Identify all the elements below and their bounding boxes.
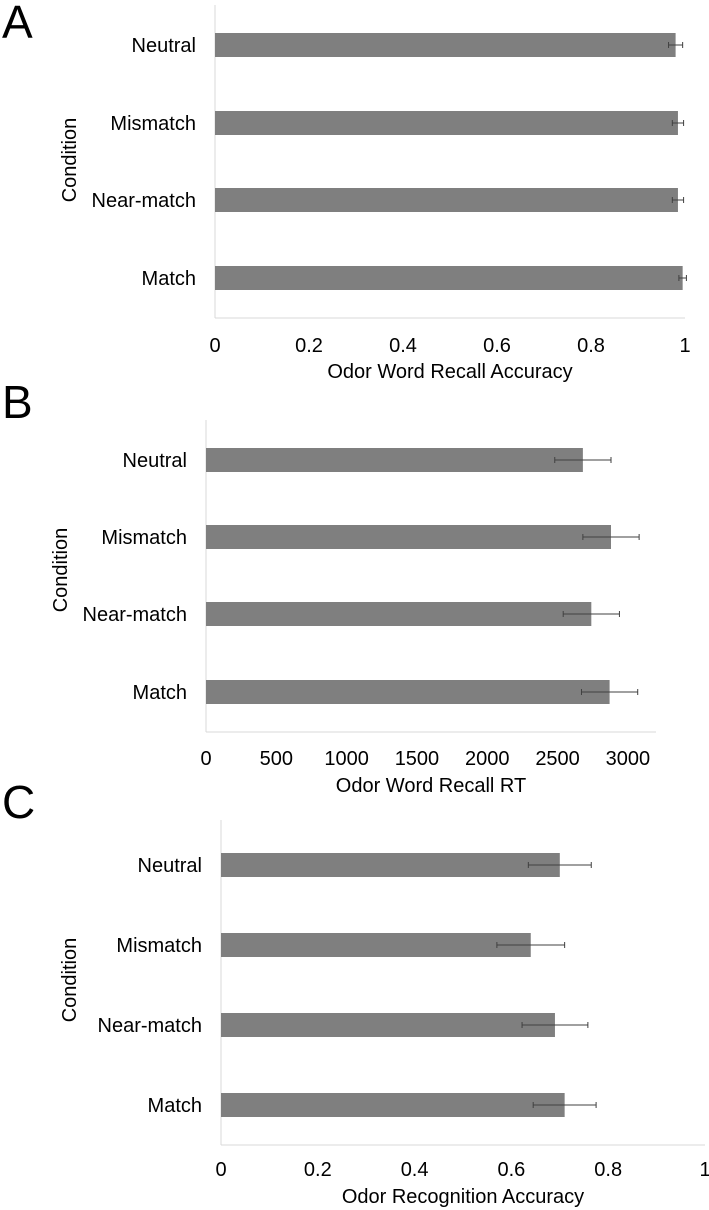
panel-b-category-label: Neutral: [123, 450, 187, 472]
panel-c-tick-label: 0.8: [594, 1159, 622, 1181]
panel-a-x-axis-title: Odor Word Recall Accuracy: [327, 361, 572, 383]
panel-c-x-axis-title: Odor Recognition Accuracy: [342, 1186, 584, 1208]
panel-a-bar-neutral: [215, 33, 676, 57]
panel-b-bar-match: [206, 680, 610, 704]
panel-a-tick-label: 0: [209, 335, 220, 357]
panel-c-category-label: Mismatch: [116, 935, 202, 957]
panel-a-tick-label: 0.6: [483, 335, 511, 357]
panel-c-tick-label: 0: [215, 1159, 226, 1181]
panel-b-bar-mismatch: [206, 525, 611, 549]
panel-b-tick-label: 1000: [324, 748, 369, 770]
panel-a-bar-mismatch: [215, 111, 678, 135]
panel-a-category-label: Mismatch: [110, 113, 196, 135]
panel-b-category-label: Mismatch: [101, 527, 187, 549]
panel-c-bar-near-match: [221, 1013, 555, 1037]
panel-a-bar-near-match: [215, 188, 678, 212]
panel-c-bar-match: [221, 1093, 565, 1117]
panel-b-letter: B: [2, 376, 33, 428]
panel-c-tick-label: 0.6: [497, 1159, 525, 1181]
panel-c-category-label: Neutral: [138, 855, 202, 877]
panel-b-tick-label: 2500: [535, 748, 580, 770]
panel-b-y-axis-title: Condition: [50, 528, 72, 613]
panel-a-letter: A: [2, 0, 33, 48]
panel-c-letter: C: [2, 776, 35, 828]
panel-a-tick-label: 1: [679, 335, 690, 357]
panel-a-tick-label: 0.4: [389, 335, 417, 357]
panel-c-bar-neutral: [221, 853, 560, 877]
panel-c-category-label: Match: [148, 1095, 202, 1117]
panel-b-tick-label: 500: [260, 748, 293, 770]
panel-a-bar-match: [215, 266, 683, 290]
panel-a-tick-label: 0.2: [295, 335, 323, 357]
panel-b-category-label: Match: [133, 682, 187, 704]
panel-c-y-axis-title: Condition: [59, 938, 81, 1023]
panel-c-bar-mismatch: [221, 933, 531, 957]
panel-c-tick-label: 0.2: [304, 1159, 332, 1181]
panel-b-tick-label: 0: [200, 748, 211, 770]
panel-b-x-axis-title: Odor Word Recall RT: [336, 775, 526, 797]
panel-a-category-label: Match: [142, 268, 196, 290]
panel-b-bar-near-match: [206, 602, 592, 626]
panel-a-tick-label: 0.8: [577, 335, 605, 357]
panel-a-y-axis-title: Condition: [59, 118, 81, 203]
panel-b-tick-label: 3000: [606, 748, 651, 770]
panel-b-tick-label: 2000: [465, 748, 510, 770]
panel-b-bar-neutral: [206, 448, 583, 472]
panel-a-category-label: Neutral: [132, 35, 196, 57]
panel-c-tick-label: 1: [699, 1159, 709, 1181]
panel-b-category-label: Near-match: [83, 604, 187, 626]
panel-a-category-label: Near-match: [92, 190, 196, 212]
panel-c-category-label: Near-match: [98, 1015, 202, 1037]
panel-b-tick-label: 1500: [395, 748, 440, 770]
panel-c-tick-label: 0.4: [401, 1159, 429, 1181]
